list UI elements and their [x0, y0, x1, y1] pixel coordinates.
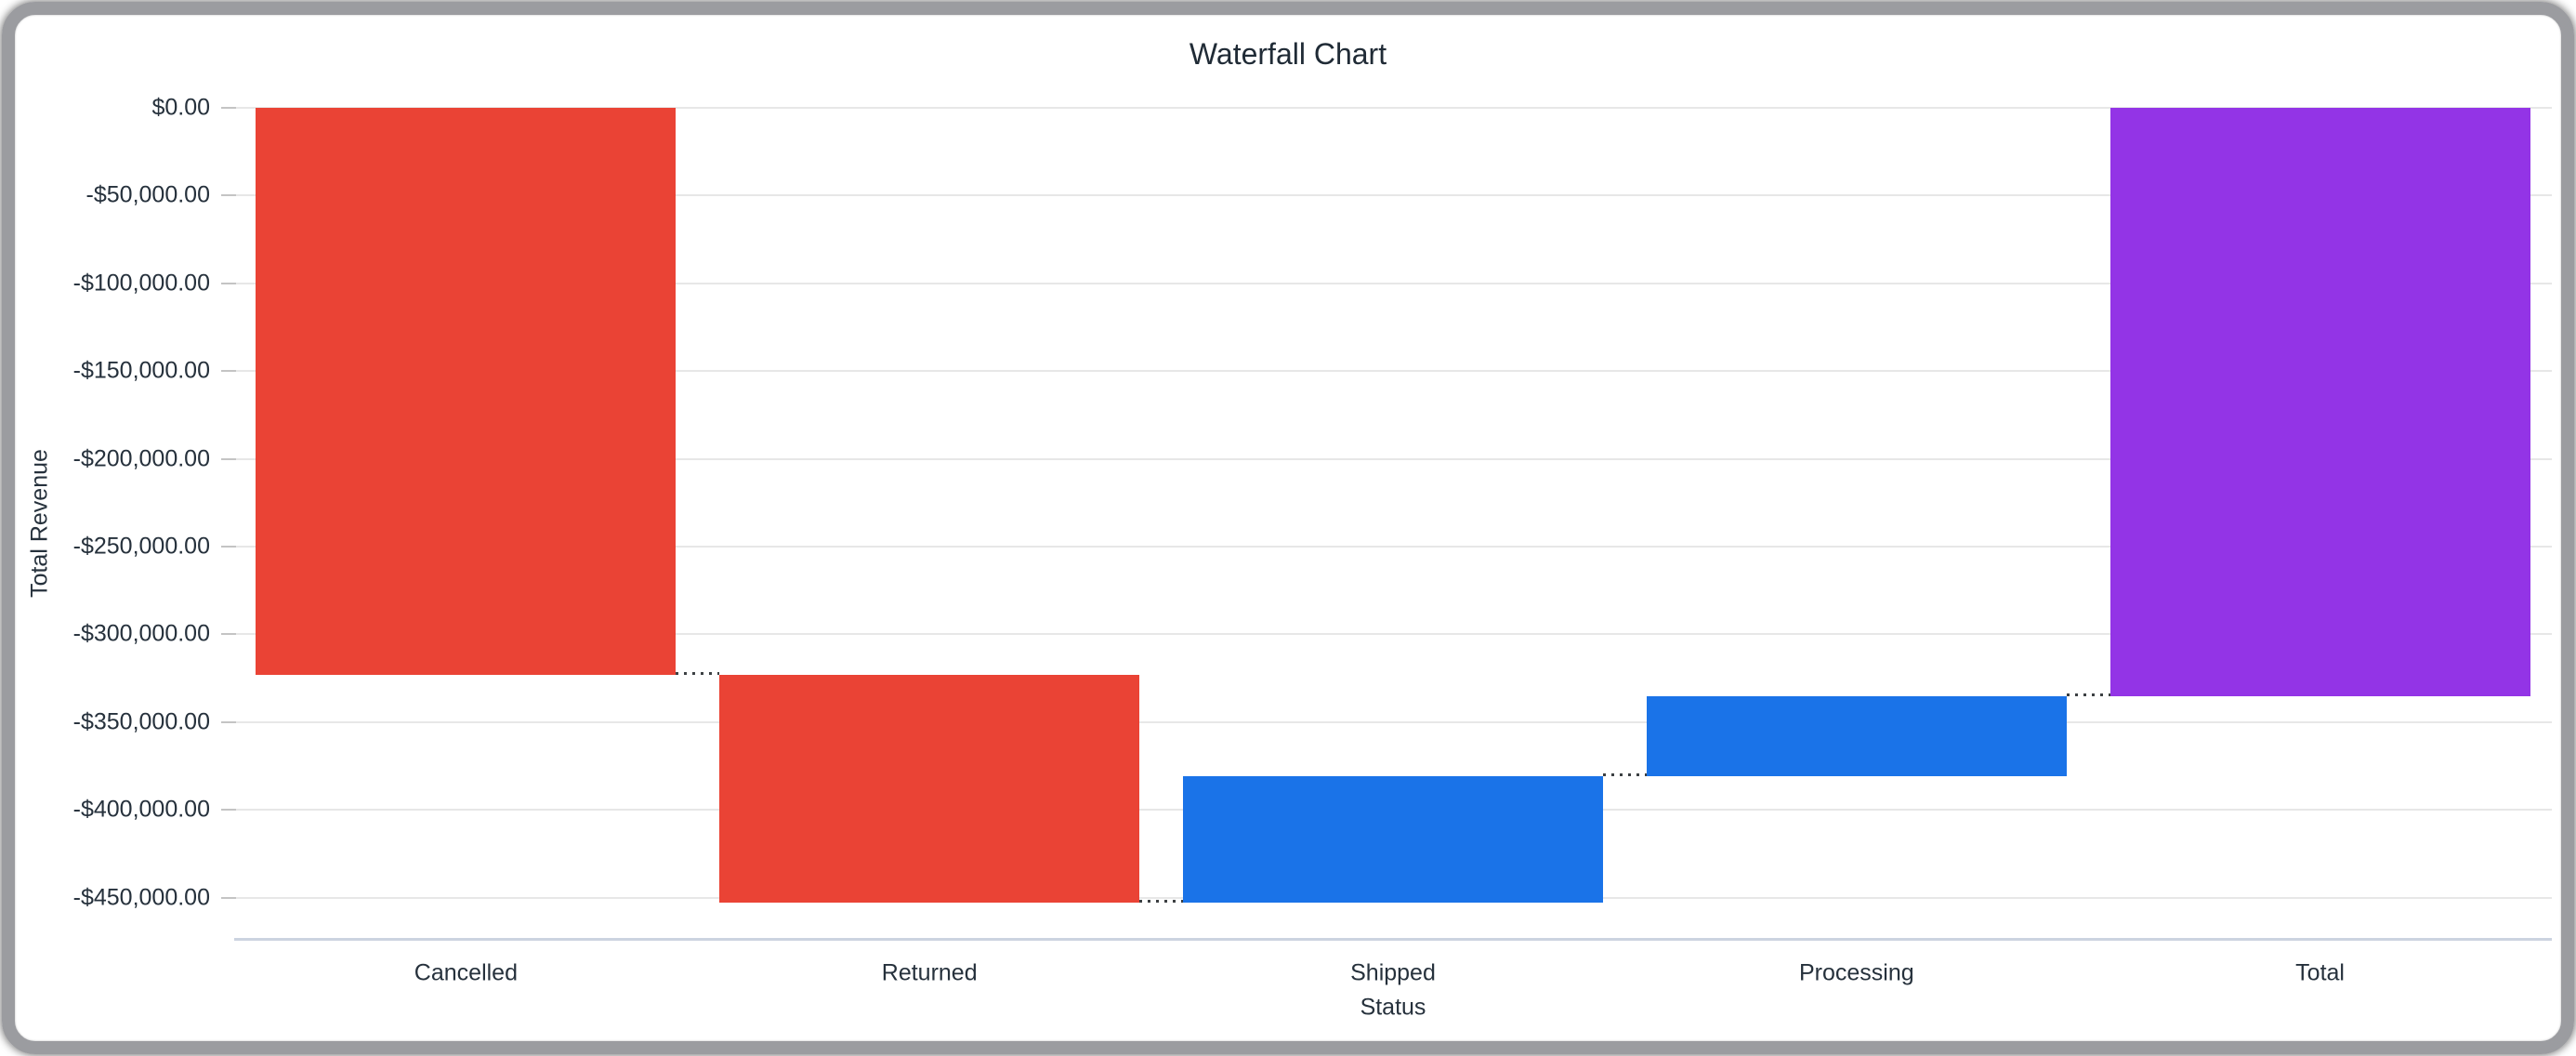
gridline	[234, 633, 2552, 636]
x-axis-title: Status	[1360, 994, 1426, 1021]
bar-shipped[interactable]	[1183, 776, 1603, 904]
y-axis-tick-label: -$50,000.00	[85, 181, 210, 208]
gridline	[234, 107, 2552, 109]
y-axis-tick-label: $0.00	[151, 94, 210, 121]
y-axis-tick	[221, 546, 236, 548]
y-axis-tick	[221, 194, 236, 197]
bar-total[interactable]	[2109, 108, 2530, 696]
y-axis-tick-label: -$250,000.00	[72, 533, 210, 560]
x-axis-category-label: Total	[2295, 959, 2345, 986]
y-axis-tick-label: -$350,000.00	[72, 708, 210, 735]
y-axis-tick	[221, 370, 236, 373]
x-axis-category-label: Returned	[881, 959, 978, 986]
y-axis-tick-label: -$400,000.00	[72, 796, 210, 823]
y-axis-tick	[221, 896, 236, 899]
waterfall-connector	[1139, 900, 1183, 904]
y-axis-tick-label: -$450,000.00	[72, 884, 210, 911]
x-axis-category-label: Processing	[1798, 959, 1914, 986]
chart-title: Waterfall Chart	[1189, 37, 1387, 71]
gridline	[234, 282, 2552, 284]
waterfall-connector	[1603, 773, 1647, 777]
y-axis-tick	[221, 282, 236, 284]
y-axis-tick	[221, 457, 236, 460]
y-axis-title: Total Revenue	[26, 449, 53, 598]
x-axis-category-label: Cancelled	[414, 959, 518, 986]
gridline	[234, 370, 2552, 373]
y-axis-tick	[221, 633, 236, 636]
y-axis-tick	[221, 720, 236, 723]
bar-processing[interactable]	[1646, 695, 2067, 777]
y-axis-tick	[221, 107, 236, 109]
y-axis-tick	[221, 809, 236, 812]
waterfall-connector	[2066, 693, 2110, 696]
y-axis-tick-label: -$300,000.00	[72, 620, 210, 647]
gridline	[234, 720, 2552, 723]
bar-cancelled[interactable]	[256, 108, 677, 675]
gridline	[234, 457, 2552, 460]
y-axis-tick-label: -$100,000.00	[72, 270, 210, 297]
gridline	[234, 546, 2552, 548]
x-axis-line	[234, 938, 2552, 941]
x-axis-category-label: Shipped	[1350, 959, 1436, 986]
waterfall-connector	[676, 671, 720, 675]
y-axis-tick-label: -$200,000.00	[72, 445, 210, 472]
gridline	[234, 194, 2552, 197]
y-axis-tick-label: -$150,000.00	[72, 357, 210, 384]
bar-returned[interactable]	[719, 674, 1140, 904]
